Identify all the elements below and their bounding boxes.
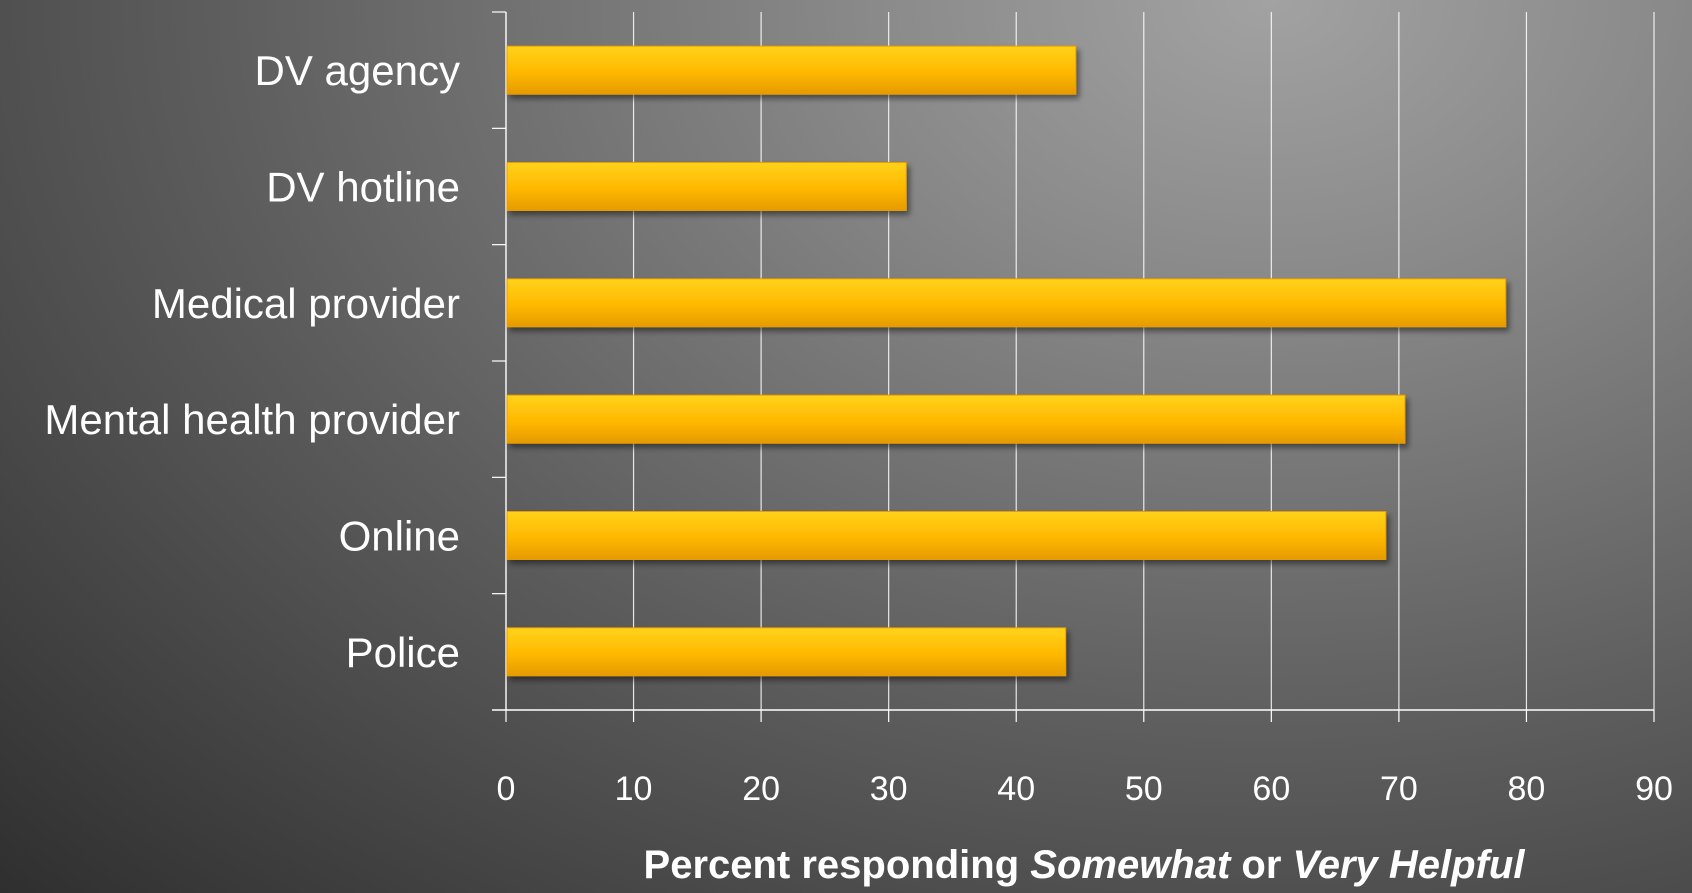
category-label: DV agency xyxy=(255,47,460,94)
x-tick-label: 80 xyxy=(1508,770,1546,808)
category-label: Medical provider xyxy=(152,280,460,327)
bar-dv-agency xyxy=(506,45,1077,95)
x-tick-label: 20 xyxy=(742,770,780,808)
category-label: Online xyxy=(339,513,460,560)
x-tick-label: 0 xyxy=(497,770,516,808)
x-tick-label: 70 xyxy=(1380,770,1418,808)
x-tick-label: 90 xyxy=(1635,770,1673,808)
bar-police xyxy=(506,627,1067,677)
category-label: Mental health provider xyxy=(44,396,460,443)
x-tick-labels: 0 10 20 30 40 50 60 70 80 90 xyxy=(497,770,1673,808)
x-tick-label: 60 xyxy=(1252,770,1290,808)
bar-online xyxy=(506,511,1387,560)
x-tick-label: 50 xyxy=(1125,770,1163,808)
bar-mental-health-provider xyxy=(506,394,1406,444)
category-labels: DV agency DV hotline Medical provider Menta… xyxy=(44,47,460,676)
x-tick-label: 10 xyxy=(615,770,653,808)
x-tick-label: 40 xyxy=(997,770,1035,808)
gridlines xyxy=(632,12,1655,710)
x-axis-title: Percent responding Somewhat or Very Help… xyxy=(644,843,1526,887)
bar-medical-provider xyxy=(506,278,1507,328)
axes xyxy=(492,11,1655,722)
bars xyxy=(506,45,1507,677)
category-label: Police xyxy=(346,629,460,676)
category-label: DV hotline xyxy=(266,164,460,211)
bar-dv-hotline xyxy=(506,162,907,211)
x-tick-label: 30 xyxy=(870,770,908,808)
